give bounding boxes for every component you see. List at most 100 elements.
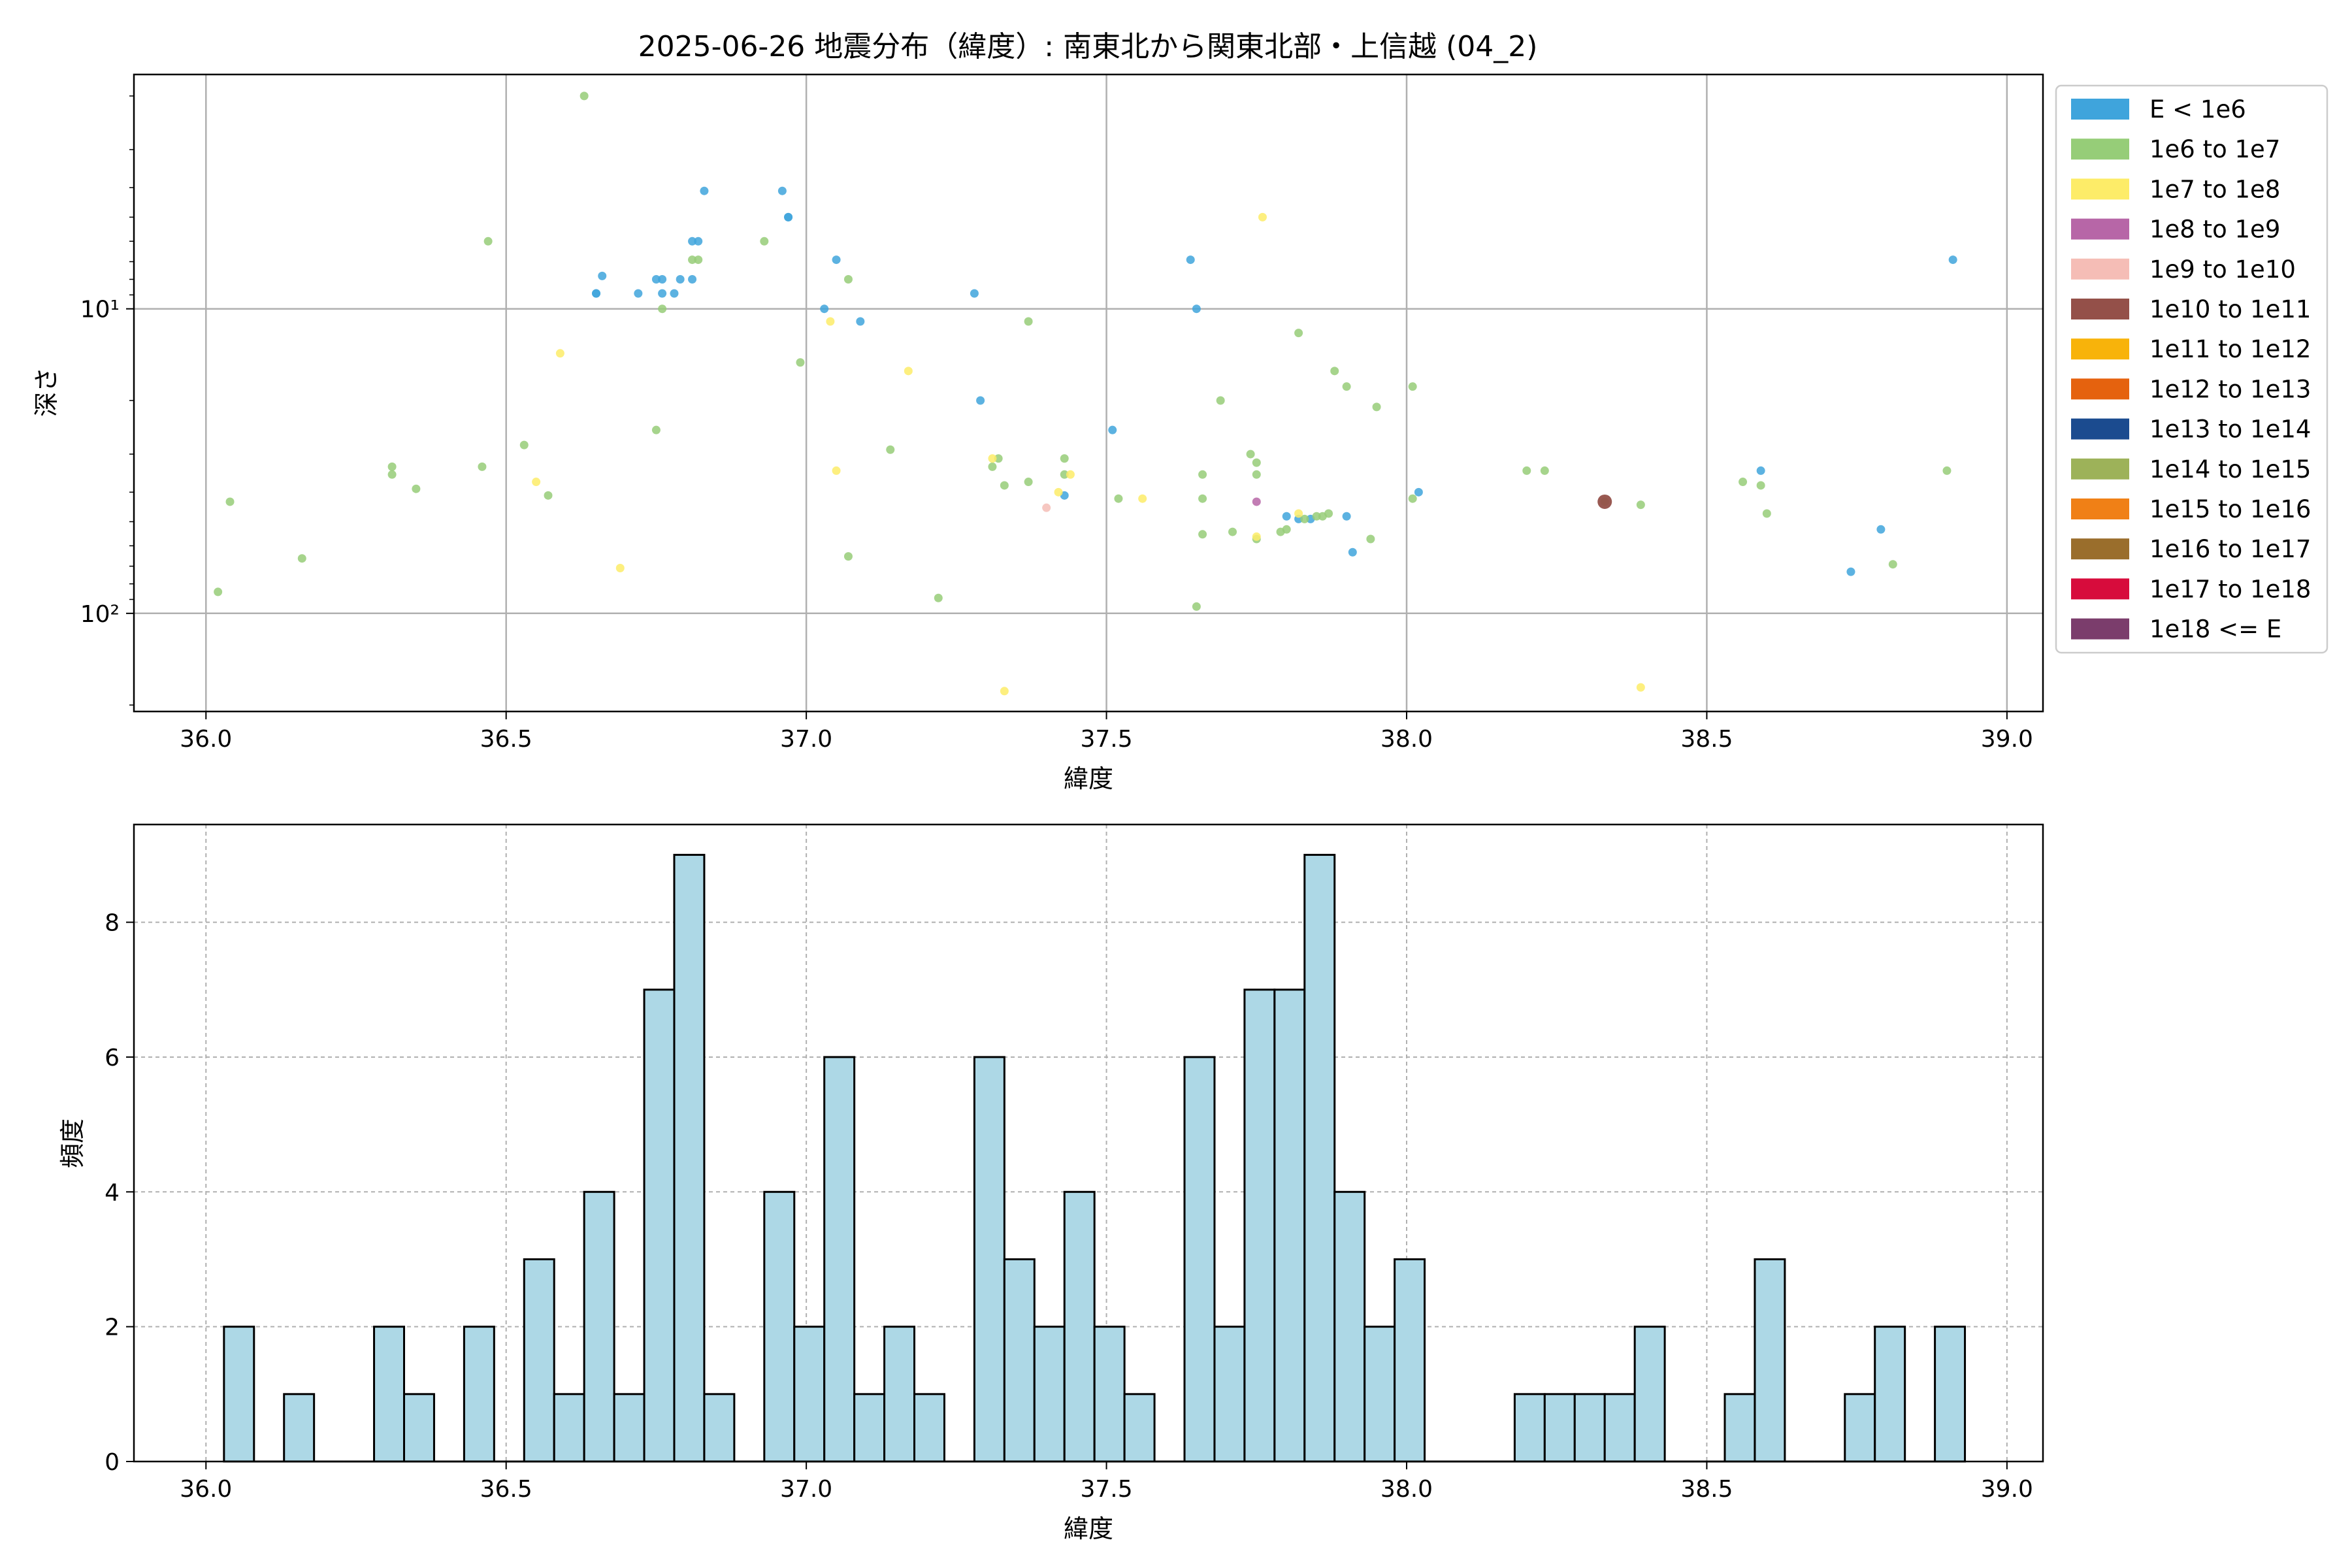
legend-swatch bbox=[2071, 618, 2129, 640]
histogram-bar bbox=[1633, 1326, 1666, 1463]
scatter-point bbox=[1108, 425, 1117, 434]
scatter-panel: 36.0 36.5 37.0 37.5 38.0 38.5 39.0 10¹ 10² 緯度 深さ bbox=[32, 73, 2044, 793]
scatter-point bbox=[387, 470, 397, 479]
legend-label: 1e15 to 1e16 bbox=[2149, 495, 2311, 523]
histogram-bar bbox=[1394, 1258, 1426, 1463]
scatter-point bbox=[1252, 532, 1261, 541]
scatter-x-axis-label: 緯度 bbox=[1064, 764, 1113, 793]
histogram-y-tick-label: 8 bbox=[105, 910, 120, 937]
scatter-point bbox=[1636, 500, 1645, 510]
histogram-bar bbox=[1093, 1326, 1126, 1463]
scatter-point bbox=[1066, 470, 1075, 479]
scatter-point bbox=[1252, 497, 1261, 506]
scatter-x-tick-label: 39.0 bbox=[1981, 726, 2033, 753]
legend-swatch bbox=[2071, 498, 2129, 519]
histogram-bar bbox=[1213, 1326, 1246, 1463]
scatter-x-tick-label: 36.5 bbox=[480, 726, 532, 753]
legend-swatch bbox=[2071, 578, 2129, 600]
histogram-bar bbox=[913, 1393, 945, 1463]
scatter-point bbox=[1294, 329, 1303, 338]
scatter-point bbox=[826, 317, 835, 326]
scatter-point bbox=[651, 425, 661, 434]
scatter-point bbox=[777, 186, 787, 195]
histogram-bar bbox=[523, 1258, 555, 1463]
scatter-point bbox=[1948, 255, 1957, 265]
legend-swatch bbox=[2071, 299, 2129, 319]
scatter-x-tick-label: 38.0 bbox=[1380, 726, 1433, 753]
legend-swatch bbox=[2071, 378, 2129, 400]
histogram-bar bbox=[1243, 988, 1276, 1463]
histogram-bar bbox=[1303, 853, 1336, 1463]
histogram-bar bbox=[583, 1190, 615, 1463]
legend-swatch bbox=[2071, 538, 2129, 560]
scatter-point bbox=[688, 255, 697, 265]
legend-items: E < 1e6 1e6 to 1e7 1e7 to 1e8 1e8 to 1e9 1e9… bbox=[2071, 95, 2311, 644]
scatter-point bbox=[1000, 687, 1009, 696]
scatter-point bbox=[1198, 470, 1207, 479]
scatter-point bbox=[1762, 509, 1771, 518]
scatter-point bbox=[1282, 512, 1291, 521]
legend-swatch bbox=[2071, 418, 2129, 440]
legend-label: 1e11 to 1e12 bbox=[2149, 335, 2311, 363]
legend-swatch bbox=[2071, 338, 2129, 360]
scatter-point bbox=[670, 289, 679, 298]
histogram-bar bbox=[793, 1326, 826, 1463]
histogram-bar bbox=[1844, 1393, 1876, 1463]
scatter-gridlines bbox=[134, 74, 2043, 711]
legend-swatch bbox=[2071, 99, 2129, 120]
histogram-bar bbox=[643, 988, 676, 1463]
legend-swatch bbox=[2071, 178, 2129, 200]
scatter-point bbox=[1330, 367, 1339, 376]
scatter-point bbox=[1186, 255, 1195, 265]
histogram-bar bbox=[1513, 1393, 1546, 1463]
scatter-point bbox=[532, 478, 541, 487]
histogram-bar bbox=[1543, 1393, 1576, 1463]
scatter-point bbox=[1192, 602, 1201, 611]
scatter-point bbox=[598, 271, 607, 280]
legend-label: E < 1e6 bbox=[2149, 95, 2246, 123]
histogram-bar bbox=[1603, 1393, 1636, 1463]
scatter-points bbox=[214, 91, 1957, 696]
histogram-ticks: 36.0 36.5 37.0 37.5 38.0 38.5 39.0 0 2 4 6 8 bbox=[105, 910, 2033, 1503]
scatter-point bbox=[976, 396, 985, 405]
legend-label: 1e13 to 1e14 bbox=[2149, 416, 2311, 444]
scatter-point bbox=[1876, 525, 1886, 534]
histogram-bar bbox=[1573, 1393, 1606, 1463]
scatter-point bbox=[555, 349, 564, 358]
scatter-point bbox=[1342, 512, 1351, 521]
scatter-point bbox=[1198, 530, 1207, 539]
chart-title: 2025-06-26 地震分布（緯度）: 南東北から関東北部・上信越 (04_2… bbox=[638, 30, 1538, 63]
scatter-point bbox=[856, 317, 865, 326]
histogram-bar bbox=[1364, 1326, 1396, 1463]
histogram-y-tick-label: 2 bbox=[105, 1315, 120, 1341]
scatter-point bbox=[1252, 470, 1261, 479]
histogram-bar bbox=[763, 1190, 796, 1463]
histogram-x-tick-label: 38.0 bbox=[1380, 1476, 1433, 1503]
scatter-point bbox=[1408, 382, 1417, 391]
scatter-point bbox=[1024, 317, 1033, 326]
histogram-bar bbox=[1273, 988, 1306, 1463]
scatter-ticks: 36.0 36.5 37.0 37.5 38.0 38.5 39.0 10¹ 10² bbox=[80, 95, 2033, 753]
legend-label: 1e12 to 1e13 bbox=[2149, 375, 2311, 403]
scatter-point bbox=[970, 289, 979, 298]
scatter-point bbox=[1060, 454, 1069, 463]
scatter-point bbox=[1198, 494, 1207, 503]
scatter-point bbox=[676, 275, 685, 284]
histogram-bar bbox=[973, 1056, 1005, 1463]
scatter-point bbox=[820, 304, 829, 314]
scatter-point bbox=[1756, 481, 1765, 490]
scatter-point bbox=[994, 454, 1003, 463]
scatter-point bbox=[1000, 481, 1009, 490]
histogram-bar bbox=[1754, 1258, 1786, 1463]
histogram-x-tick-label: 37.0 bbox=[780, 1476, 832, 1503]
scatter-point bbox=[1408, 494, 1417, 503]
scatter-point bbox=[688, 237, 697, 246]
scatter-point bbox=[592, 289, 601, 298]
legend-swatch bbox=[2071, 139, 2129, 160]
legend: E < 1e6 1e6 to 1e7 1e7 to 1e8 1e8 to 1e9 1e9… bbox=[2055, 84, 2328, 654]
scatter-point bbox=[1060, 470, 1069, 479]
scatter-point bbox=[1342, 382, 1351, 391]
scatter-point bbox=[1366, 534, 1375, 544]
histogram-bar bbox=[1333, 1190, 1366, 1463]
